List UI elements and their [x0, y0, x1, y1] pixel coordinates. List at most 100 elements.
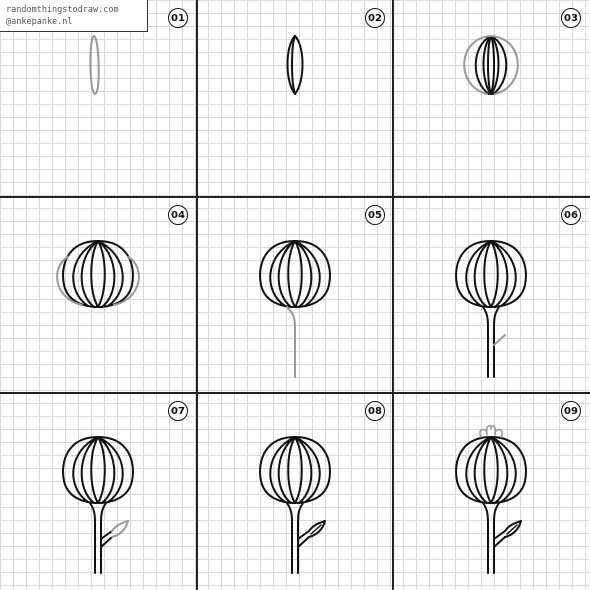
bulb-segment	[277, 436, 296, 504]
stem-line	[100, 502, 107, 574]
flower-drawing	[89, 35, 100, 95]
stem-line	[482, 502, 489, 574]
bulb-segment	[490, 436, 499, 504]
bulb-segment	[490, 240, 509, 308]
branch-line	[100, 536, 113, 548]
step-number-badge: 09	[561, 401, 581, 421]
step-number-badge: 02	[365, 8, 385, 28]
step-drawing	[62, 436, 134, 574]
branch-line	[297, 536, 310, 548]
flower-drawing	[455, 240, 527, 378]
bulb-segment	[72, 240, 99, 307]
step-panel-06: 06	[393, 197, 590, 394]
leaf-shape	[308, 520, 326, 538]
flower-drawing	[56, 240, 140, 308]
bulb-segment	[294, 240, 303, 308]
branch-line	[297, 530, 310, 540]
bulb-segment	[269, 436, 296, 503]
bulb-outer-segment	[463, 35, 492, 95]
credit-box: randomthingstodraw.com @ankepanke.nl	[0, 0, 148, 32]
leaf-shape	[504, 520, 522, 538]
leaf-vein	[310, 524, 322, 535]
bulb-segment	[294, 436, 313, 504]
flower-drawing	[259, 436, 331, 574]
step-drawing	[455, 240, 527, 378]
bulb-segment	[90, 240, 99, 308]
bulb-segment	[473, 240, 492, 308]
step-panel-05: 05	[197, 197, 394, 394]
step-number-badge: 04	[168, 205, 188, 225]
step-drawing	[89, 35, 100, 95]
bulb-segment	[287, 240, 296, 308]
bulb-outer-segment	[490, 35, 519, 95]
step-number-badge: 01	[168, 8, 188, 28]
leaf-shape	[111, 520, 129, 538]
bulb-segment	[482, 35, 492, 95]
bulb-segment	[291, 35, 296, 95]
bulb-segment	[465, 240, 492, 307]
stem-line	[89, 502, 96, 574]
step-drawing	[259, 436, 331, 574]
step-panel-09: 09	[393, 393, 590, 590]
branch-line	[100, 530, 113, 540]
leaf-vein	[506, 524, 518, 535]
step-drawing	[463, 35, 519, 95]
bulb-segment	[72, 436, 99, 503]
bulb-segment	[473, 436, 492, 504]
bulb-segment	[97, 436, 124, 503]
bulb-segment	[465, 436, 492, 503]
stem-line	[297, 502, 304, 574]
step-drawing	[286, 35, 304, 95]
stem-line	[493, 502, 500, 574]
bulb-segment	[487, 35, 492, 95]
bulb-segment	[294, 436, 321, 503]
bulb-first-segment	[89, 35, 100, 95]
step-number-badge: 08	[365, 401, 385, 421]
step-drawing	[259, 240, 331, 378]
bulb-segment	[80, 436, 99, 504]
bulb-outer-segment	[56, 256, 83, 306]
flower-drawing	[463, 35, 519, 95]
step-number-badge: 03	[561, 8, 581, 28]
panel-divider-horizontal	[0, 196, 590, 198]
stem-line	[482, 306, 489, 378]
flower-drawing	[62, 436, 134, 574]
step-panel-03: 03	[393, 0, 590, 197]
step-panel-01: 01	[0, 0, 197, 197]
flower-drawing	[286, 35, 304, 95]
bulb-segment	[474, 35, 492, 95]
bulb-segment	[80, 240, 99, 308]
bulb-segment	[277, 240, 296, 308]
branch-line	[493, 536, 506, 548]
crown-petals	[485, 424, 497, 436]
bulb-segment	[483, 436, 492, 504]
stem-line	[286, 502, 293, 574]
credit-website: randomthingstodraw.com	[6, 5, 119, 15]
flower-drawing	[259, 240, 331, 378]
bulb-segment	[483, 240, 492, 308]
panel-divider-horizontal	[0, 392, 590, 394]
bulb-segment	[294, 436, 303, 504]
bulb-outer-segment	[113, 256, 140, 306]
bulb-segment	[97, 240, 106, 308]
bulb-segment	[97, 436, 106, 504]
step-number-badge: 05	[365, 205, 385, 225]
step-drawing	[56, 240, 140, 308]
panel-divider-vertical	[392, 0, 394, 590]
step-panel-08: 08	[197, 393, 394, 590]
bulb-segment	[269, 240, 296, 307]
bulb-segment	[287, 436, 296, 504]
flower-drawing	[455, 424, 527, 574]
branch-line	[493, 334, 506, 346]
bulb-segment	[97, 240, 124, 307]
bulb-segment	[490, 35, 508, 95]
stem-line	[286, 306, 296, 378]
bulb-segment	[97, 436, 116, 504]
bulb-segment	[97, 240, 116, 308]
bulb-segment	[90, 436, 99, 504]
step-panel-02: 02	[197, 0, 394, 197]
bulb-segment	[490, 240, 499, 308]
bulb-segment	[490, 35, 495, 95]
